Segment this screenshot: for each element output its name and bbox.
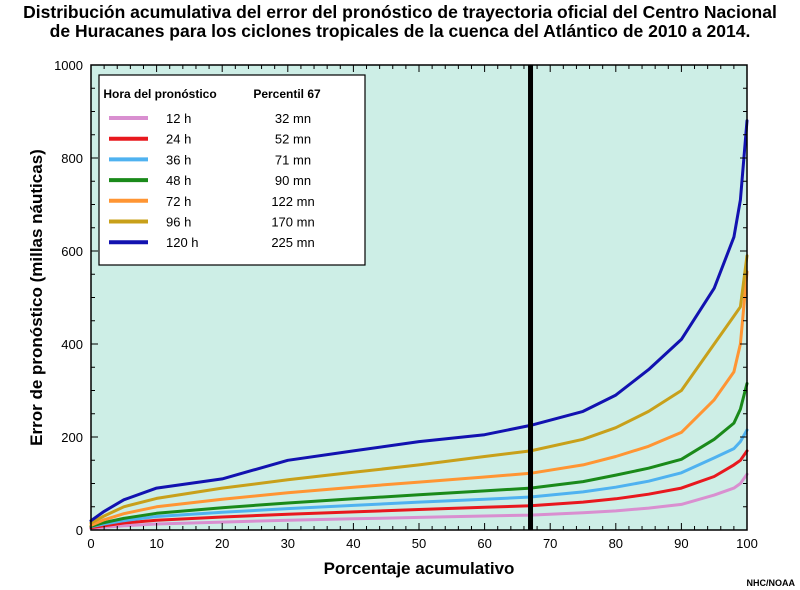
x-axis-label: Porcentaje acumulativo (324, 559, 515, 578)
legend-header-percentile: Percentil 67 (253, 87, 321, 101)
series-line-120h (89, 119, 749, 523)
legend-percentile-value: 90 mn (275, 173, 311, 188)
y-axis-label: Error de pronóstico (millas náuticas) (27, 149, 46, 446)
legend-header-forecast-hour: Hora del pronóstico (103, 87, 216, 101)
x-tick-label: 10 (149, 536, 163, 551)
x-tick-label: 20 (215, 536, 229, 551)
series-line-36h (89, 428, 749, 529)
x-tick-label: 100 (736, 536, 758, 551)
legend-series-name: 48 h (166, 173, 191, 188)
legend-percentile-value: 52 mn (275, 132, 311, 147)
legend: Hora del pronóstico Percentil 67 12 h 32 mn… (98, 74, 366, 266)
x-tick-label: 80 (609, 536, 623, 551)
legend-percentile-value: 32 mn (275, 111, 311, 126)
legend-series-name: 120 h (166, 235, 199, 250)
series-line-96h (89, 254, 749, 525)
legend-percentile-value: 170 mn (271, 215, 314, 230)
y-tick-label: 400 (61, 337, 83, 352)
credit-text: NHC/NOAA (747, 578, 796, 588)
chart-title-line-1: Distribución acumulativa del error del p… (23, 2, 777, 22)
series-line-72h (89, 270, 749, 527)
y-tick-label: 200 (61, 430, 83, 445)
x-tick-label: 40 (346, 536, 360, 551)
legend-percentile-value: 71 mn (275, 152, 311, 167)
y-tick-label: 1000 (54, 58, 83, 73)
series-line-48h (89, 382, 749, 528)
series-line-12h (89, 472, 749, 531)
x-tick-label: 60 (477, 536, 491, 551)
y-tick-label: 0 (76, 523, 83, 538)
legend-percentile-value: 225 mn (271, 235, 314, 250)
y-tick-label: 800 (61, 151, 83, 166)
legend-series-name: 12 h (166, 111, 191, 126)
series-line-24h (89, 449, 749, 530)
x-tick-label: 50 (412, 536, 426, 551)
chart-title-line-2: de Huracanes para los ciclones tropicale… (49, 21, 751, 41)
legend-series-name: 72 h (166, 194, 191, 209)
legend-series-name: 24 h (166, 132, 191, 147)
x-tick-label: 30 (281, 536, 295, 551)
legend-percentile-value: 122 mn (271, 194, 314, 209)
x-tick-label: 70 (543, 536, 557, 551)
chart-title: Distribución acumulativa del error del p… (0, 3, 800, 41)
y-tick-label: 600 (61, 244, 83, 259)
x-tick-label: 90 (674, 536, 688, 551)
legend-series-name: 96 h (166, 215, 191, 230)
legend-box (98, 74, 366, 266)
legend-series-name: 36 h (166, 152, 191, 167)
x-tick-label: 0 (87, 536, 94, 551)
